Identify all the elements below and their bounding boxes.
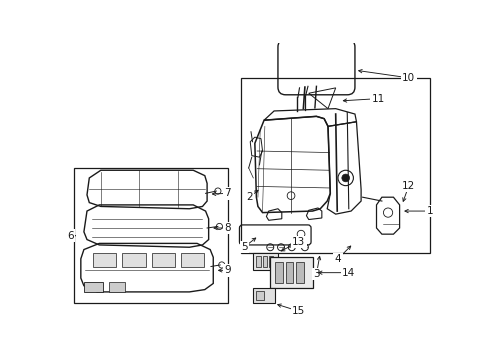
Text: 2: 2 — [245, 192, 252, 202]
Text: 14: 14 — [342, 267, 355, 278]
Bar — [268, 256, 273, 266]
Text: 15: 15 — [291, 306, 305, 316]
Bar — [253, 288, 274, 303]
Text: 6: 6 — [67, 231, 74, 241]
Bar — [122, 253, 145, 267]
Text: 11: 11 — [371, 94, 384, 104]
Text: 12: 12 — [402, 181, 415, 191]
Text: 4: 4 — [334, 254, 341, 264]
Bar — [151, 253, 174, 267]
Text: 8: 8 — [224, 223, 231, 233]
Bar — [181, 253, 203, 267]
Bar — [274, 262, 282, 283]
Bar — [256, 291, 264, 300]
Bar — [93, 253, 116, 267]
Bar — [84, 282, 103, 292]
Bar — [256, 256, 261, 266]
Circle shape — [341, 174, 349, 182]
Bar — [285, 262, 293, 283]
Bar — [296, 262, 304, 283]
Bar — [262, 256, 266, 266]
Text: 7: 7 — [224, 188, 231, 198]
Text: 13: 13 — [291, 237, 305, 247]
Text: 9: 9 — [224, 265, 231, 275]
Text: 1: 1 — [426, 206, 432, 216]
Text: 10: 10 — [402, 73, 415, 83]
Text: 3: 3 — [312, 269, 319, 279]
Bar — [74, 168, 227, 303]
Bar — [108, 282, 125, 292]
Text: 5: 5 — [240, 242, 247, 252]
Bar — [253, 253, 277, 270]
Bar — [270, 257, 312, 288]
Bar — [241, 78, 429, 253]
